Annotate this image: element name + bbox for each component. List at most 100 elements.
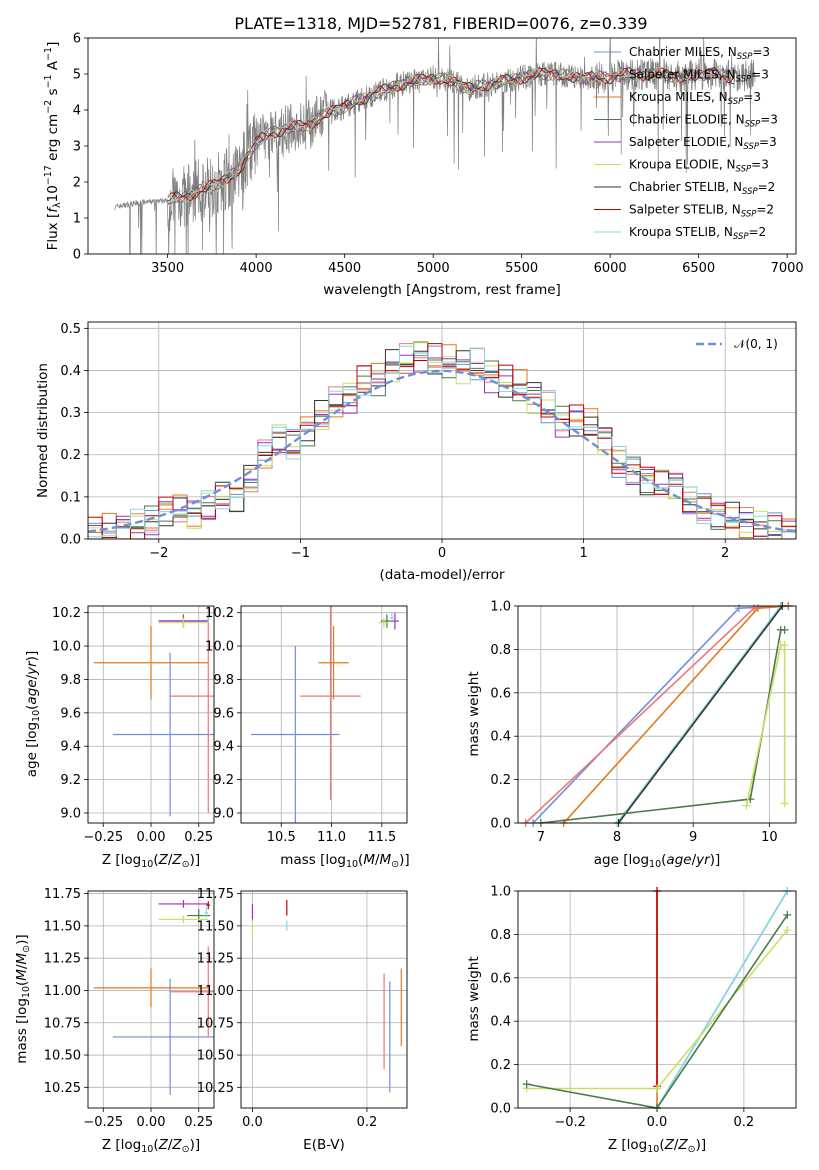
label-part: erg cm bbox=[45, 114, 61, 165]
y-tick-label: 2 bbox=[73, 176, 81, 191]
label-part: 10 bbox=[31, 710, 42, 722]
y-tick-label: 10.25 bbox=[44, 1081, 81, 1096]
y-tick-label: 6 bbox=[73, 32, 81, 47]
y-tick-label: 9.8 bbox=[213, 673, 234, 688]
x-tick-label: 4000 bbox=[240, 261, 273, 276]
y-tick-label: 11.25 bbox=[197, 952, 234, 967]
x-tick-label: 10 bbox=[761, 830, 778, 845]
y-tick-label: 11.75 bbox=[197, 887, 234, 902]
x-tick-label: 11.0 bbox=[317, 830, 346, 845]
y-tick-label: 10.0 bbox=[52, 640, 81, 655]
y-tick-label: 0.5 bbox=[60, 322, 81, 337]
label-part: ( bbox=[153, 852, 158, 868]
axes-frame bbox=[87, 890, 215, 1109]
x-tick-label: 3500 bbox=[151, 261, 184, 276]
series-line-kroupa-stelib bbox=[656, 891, 788, 1108]
model-line-chabrier-stelib bbox=[167, 67, 734, 201]
axes-frame bbox=[87, 37, 797, 255]
label-part: / bbox=[692, 852, 697, 868]
x-axis-label: Z [log10(Z/Z⊙)] bbox=[608, 1137, 706, 1155]
data-point-marker bbox=[783, 926, 792, 935]
label-part: 10 bbox=[647, 1144, 659, 1155]
y-axis-label: mass [log10(M/M⊙)] bbox=[14, 934, 32, 1063]
x-tick-label: 10.5 bbox=[267, 830, 296, 845]
x-tick-label: 0.00 bbox=[137, 1115, 166, 1130]
x-tick-label: −1 bbox=[291, 546, 310, 561]
label-part: M bbox=[363, 852, 375, 868]
data-point-marker bbox=[522, 1080, 531, 1089]
x-tick-label: 0 bbox=[438, 546, 446, 561]
y-tick-label: 0.6 bbox=[490, 971, 511, 986]
y-tick-label: 11.50 bbox=[197, 919, 234, 934]
legend: Chabrier MILES, NSSP=3 Salpeter MILES, NS… bbox=[594, 45, 778, 242]
y-tick-label: 10.25 bbox=[197, 1081, 234, 1096]
label-part: / bbox=[375, 852, 380, 868]
figure-title: PLATE=1318, MJD=52781, FIBERID=0076, z=0… bbox=[234, 14, 647, 33]
y-tick-label: 10.2 bbox=[205, 606, 234, 621]
label-part: )] bbox=[399, 852, 410, 868]
x-tick-label: 6500 bbox=[682, 261, 715, 276]
label-part: Z bbox=[171, 1137, 182, 1153]
x-tick-label: 1 bbox=[579, 546, 587, 561]
label-part: ( bbox=[659, 1137, 664, 1153]
panel-age-vs-Z: −0.25 0.00 0.25 9.0 9.2 9.4 9.6 9.8 10.0 10.2 Z [l… bbox=[24, 605, 215, 870]
label-part: f bbox=[45, 206, 61, 213]
y-tick-label: 9.8 bbox=[60, 673, 81, 688]
panel-spectrum: 3500 4000 4500 5000 5500 6000 6500 7000 0 1 2 3 4 5 6 w… bbox=[43, 32, 804, 299]
y-tick-label: 0.1 bbox=[60, 490, 81, 505]
label-part: −1 bbox=[43, 74, 54, 88]
series-line-chabrier-elodie bbox=[540, 629, 785, 823]
legend-entry: Chabrier STELIB, NSSP=2 bbox=[629, 180, 775, 197]
label-part: M bbox=[14, 969, 30, 981]
y-tick-label: 9.0 bbox=[213, 806, 234, 821]
model-line-salpeter-elodie bbox=[167, 68, 734, 206]
label-part: Flux [ bbox=[45, 213, 61, 251]
y-tick-label: 3 bbox=[73, 140, 81, 155]
series-line-kroupa-elodie bbox=[745, 644, 786, 806]
x-tick-label: 4500 bbox=[328, 261, 361, 276]
panel-mass-vs-EBV: 0.0 0.2 10.25 10.50 10.75 11.00 11.25 11.50 11.7… bbox=[197, 887, 408, 1153]
y-tick-label: 10.75 bbox=[197, 1016, 234, 1031]
y-tick-label: 9.6 bbox=[60, 706, 81, 721]
data-point-marker bbox=[734, 604, 743, 613]
x-tick-label: 5500 bbox=[505, 261, 538, 276]
legend-entry: Salpeter STELIB, NSSP=2 bbox=[629, 203, 774, 220]
legend-entry: Chabrier MILES, NSSP=3 bbox=[629, 45, 770, 62]
legend-entry: Salpeter MILES, NSSP=3 bbox=[629, 68, 769, 85]
label-part: Z bbox=[158, 852, 169, 868]
data-point-marker bbox=[780, 625, 789, 634]
axes-frame bbox=[87, 605, 215, 824]
label-part: ⊙ bbox=[391, 859, 399, 870]
y-tick-label: 0.8 bbox=[490, 643, 511, 658]
x-tick-label: 0.00 bbox=[137, 830, 166, 845]
x-tick-label: 5000 bbox=[417, 261, 450, 276]
panel-age-vs-mass: 10.5 11.0 11.5 9.0 9.2 9.4 9.6 9.8 10.0 10.2 mass … bbox=[205, 605, 410, 870]
data-point-marker bbox=[742, 801, 751, 810]
y-tick-label: 11.00 bbox=[197, 984, 234, 999]
legend-entry: Salpeter ELODIE, NSSP=3 bbox=[629, 135, 777, 152]
y-tick-label: 9.0 bbox=[60, 806, 81, 821]
x-tick-label: −0.25 bbox=[83, 1115, 123, 1130]
series-line-chabrier-elodie bbox=[526, 914, 788, 1108]
y-tick-label: 4 bbox=[73, 104, 81, 119]
data-point-marker bbox=[783, 910, 792, 919]
axes-frame bbox=[517, 605, 797, 824]
label-part: / bbox=[24, 674, 40, 679]
label-part: Z bbox=[158, 1137, 169, 1153]
label-part: )] bbox=[14, 934, 30, 945]
y-tick-label: 9.4 bbox=[213, 740, 234, 755]
y-axis-label: mass weight bbox=[466, 956, 482, 1041]
x-tick-label: −2 bbox=[149, 546, 168, 561]
observed-spectrum-line bbox=[114, 38, 756, 254]
y-tick-label: 9.4 bbox=[60, 740, 81, 755]
x-tick-label: −0.25 bbox=[83, 830, 123, 845]
x-axis-label: mass [log10(M/M⊙)] bbox=[280, 852, 409, 870]
label-part: ( bbox=[358, 852, 363, 868]
axes-frame bbox=[240, 890, 408, 1109]
y-tick-label: 0.4 bbox=[490, 1015, 511, 1030]
y-tick-label: 5 bbox=[73, 68, 81, 83]
x-axis-label: Z [log10(Z/Z⊙)] bbox=[102, 852, 200, 870]
label-part: )] bbox=[190, 852, 201, 868]
label-part: A bbox=[45, 60, 61, 74]
